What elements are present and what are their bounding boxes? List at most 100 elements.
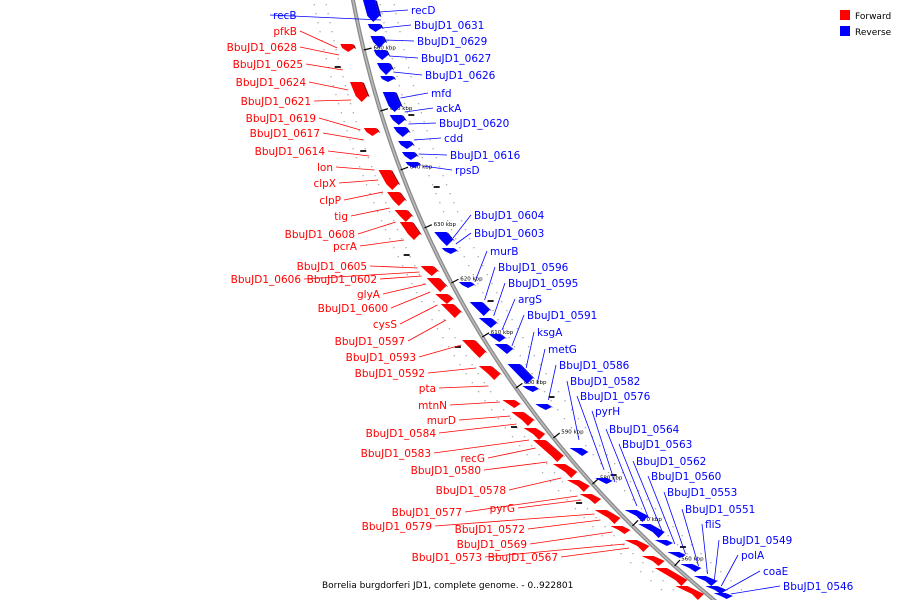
guide-dot — [346, 130, 348, 132]
leader-line — [452, 214, 472, 239]
leader-line — [399, 304, 438, 325]
leader-line — [647, 475, 676, 545]
feature-mark — [610, 474, 617, 476]
guide-dot — [364, 148, 366, 150]
leader-line — [434, 513, 595, 527]
reverse-gene-label: BbuJD1_0591 — [527, 310, 597, 322]
guide-dot — [409, 121, 411, 123]
guide-dot — [525, 364, 527, 366]
forward-gene-arrow-shade — [606, 510, 623, 519]
forward-gene-arrow — [641, 556, 665, 566]
forward-gene-arrow — [675, 586, 704, 600]
guide-dot — [614, 463, 616, 465]
guide-dot — [355, 121, 357, 123]
guide-dot — [492, 310, 494, 312]
forward-gene-label: BbuJD1_0580 — [411, 465, 481, 477]
guide-dot — [337, 103, 340, 105]
guide-dot — [592, 526, 594, 528]
reverse-gene-arrow-shade — [379, 24, 384, 29]
guide-dot — [658, 526, 660, 528]
guide-dot — [335, 49, 337, 51]
guide-dot — [421, 157, 424, 159]
leader-line — [483, 461, 548, 471]
reverse-gene-arrow-shade — [547, 404, 554, 408]
guide-dot — [585, 445, 587, 447]
guide-dot — [409, 256, 411, 258]
guide-dot — [489, 391, 492, 393]
guide-dot — [412, 130, 414, 132]
leader-line — [407, 319, 447, 342]
forward-gene-label: BbuJD1_0621 — [241, 96, 311, 108]
guide-dot — [563, 418, 566, 420]
reverse-gene-label: cdd — [444, 133, 463, 145]
forward-gene-arrow-shade — [687, 586, 706, 595]
guide-dot — [561, 481, 564, 483]
forward-gene-arrow — [478, 366, 501, 380]
guide-dot — [446, 220, 449, 222]
guide-dot — [333, 40, 335, 42]
leader-line — [529, 531, 613, 545]
forward-gene-arrow-shade — [390, 170, 401, 185]
guide-dot — [418, 148, 420, 150]
guide-dot — [369, 193, 371, 195]
leader-line — [343, 191, 384, 201]
forward-gene-arrow — [552, 464, 578, 478]
guide-dot — [332, 85, 335, 87]
forward-gene-arrow-shade — [636, 540, 652, 547]
guide-dot — [344, 85, 347, 87]
forward-gene-label: mtnN — [418, 400, 447, 412]
forward-gene-arrow — [440, 304, 461, 318]
guide-dot — [418, 274, 420, 276]
leader-line — [508, 477, 562, 491]
leader-line — [393, 71, 423, 76]
reverse-gene-label: recB — [273, 10, 297, 22]
leader-line — [536, 348, 546, 385]
guide-dot — [392, 220, 395, 222]
guide-dot — [660, 589, 663, 591]
reverse-gene-arrow — [441, 248, 457, 254]
guide-dot — [455, 238, 457, 240]
leader-line — [318, 117, 361, 131]
guide-dot — [335, 94, 337, 96]
guide-dot — [454, 337, 456, 339]
leader-line — [269, 14, 381, 21]
reverse-gene-arrow-shade — [506, 344, 515, 350]
forward-gene-arrow-shade — [578, 480, 592, 487]
forward-gene-label: glyA — [357, 289, 381, 301]
forward-gene-arrow-shade — [411, 222, 422, 235]
reverse-gene-label: polA — [741, 550, 765, 562]
feature-mark — [433, 186, 440, 188]
guide-dot — [448, 328, 451, 330]
reverse-gene-label: BbuJD1_0546 — [783, 581, 854, 593]
forward-gene-label: pfkB — [273, 26, 297, 38]
tick-mark — [424, 224, 432, 229]
feature-mark — [408, 114, 415, 116]
reverse-gene-arrow-shade — [417, 162, 422, 166]
leader-line — [313, 99, 352, 102]
forward-gene-arrow — [349, 82, 368, 102]
reverse-gene-arrow-shade — [401, 115, 407, 121]
guide-dot — [550, 400, 552, 402]
guide-dot — [586, 508, 589, 510]
reverse-gene-arrow — [595, 478, 613, 484]
guide-dot — [740, 589, 743, 591]
guide-dot — [398, 85, 401, 87]
forward-gene-arrow-shade — [514, 400, 523, 405]
legend: Forward Reverse — [840, 10, 892, 38]
guide-dot — [577, 418, 580, 420]
forward-gene-arrow-shade — [406, 210, 414, 217]
guide-dot — [537, 382, 539, 384]
leader-line — [566, 380, 580, 441]
genome-caption: Borrelia burgdorferi JD1, complete genom… — [322, 581, 573, 591]
forward-gene-arrow-shade — [452, 304, 463, 313]
guide-dot — [415, 94, 417, 96]
reverse-gene-arrow — [680, 564, 702, 572]
guide-dot — [423, 283, 425, 285]
forward-gene-arrow-shade — [545, 440, 566, 457]
feature-mark — [454, 346, 461, 348]
forward-gene-arrow — [523, 428, 546, 440]
leader-line — [303, 271, 420, 280]
guide-dot — [681, 535, 683, 537]
guide-dot — [402, 265, 404, 267]
reverse-gene-arrow-shade — [500, 334, 508, 339]
